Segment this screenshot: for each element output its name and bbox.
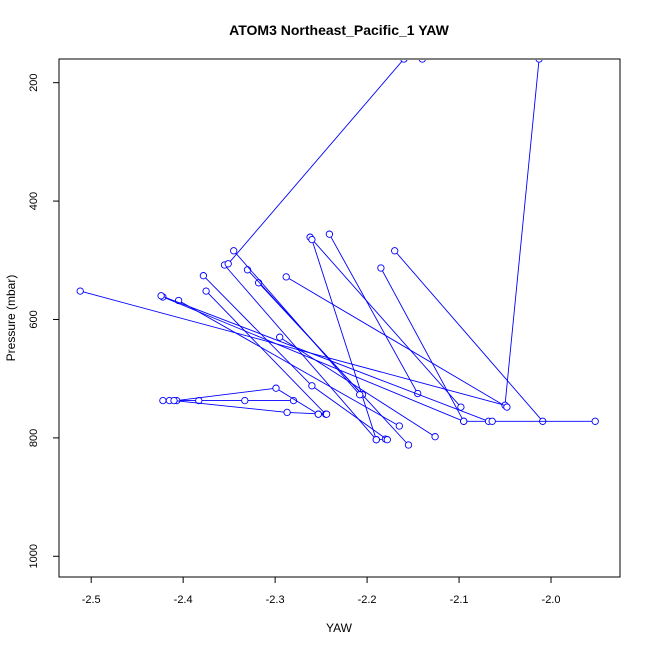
- series-13-point: [224, 260, 232, 268]
- series-17-line: [205, 290, 327, 415]
- series-17-point: [202, 287, 210, 295]
- series-5-point: [457, 403, 465, 411]
- series-13-point: [418, 60, 426, 63]
- series-4-point: [325, 230, 334, 238]
- series-18-point: [308, 382, 316, 390]
- series-19-point: [159, 396, 167, 405]
- series-11-point: [230, 247, 238, 255]
- x-tick-label: -2.5: [82, 594, 101, 606]
- series-2-point: [391, 247, 399, 255]
- series-13-point: [400, 60, 408, 63]
- series-8-line: [279, 336, 436, 438]
- series-20-point: [272, 384, 280, 392]
- series-6-point: [308, 235, 316, 244]
- series-7-point: [503, 403, 511, 411]
- series-10-point: [404, 441, 413, 449]
- x-tick-label: -2.1: [450, 594, 469, 606]
- series-3-point: [377, 264, 385, 272]
- y-tick-label: 800: [28, 429, 40, 447]
- series-15-point: [460, 417, 468, 425]
- series-1-point: [76, 287, 84, 295]
- series-13-line: [227, 60, 404, 265]
- series-5-line: [309, 236, 462, 408]
- series-4-line: [329, 233, 419, 394]
- series-16-point: [157, 292, 165, 300]
- y-tick-label: 1000: [28, 544, 40, 568]
- x-tick-label: -2.3: [266, 594, 285, 606]
- series-19-point: [241, 396, 249, 405]
- x-tick-label: -2.2: [358, 594, 377, 606]
- series-1-point: [535, 60, 543, 63]
- series-21-point: [283, 408, 291, 417]
- y-tick-label: 600: [28, 310, 40, 328]
- x-tick-label: -2.4: [174, 594, 193, 606]
- series-7-point: [282, 273, 290, 281]
- series-21-point: [322, 410, 331, 418]
- series-21-point: [170, 396, 178, 405]
- series-12-point: [372, 436, 380, 444]
- series-14-point: [395, 422, 403, 430]
- series-2-line: [394, 250, 544, 422]
- series-11-point: [356, 391, 364, 399]
- series-8-point: [431, 433, 439, 441]
- series-layer: [76, 60, 599, 449]
- series-18-point: [383, 436, 391, 444]
- series-21-point: [314, 410, 322, 418]
- series-16-point: [488, 417, 496, 425]
- y-tick-label: 200: [28, 74, 40, 92]
- series-9-point: [254, 279, 263, 287]
- x-axis-label: YAW: [326, 621, 353, 635]
- series-18-point: [199, 272, 208, 280]
- x-tick-label: -2.0: [542, 594, 561, 606]
- y-axis-label: Pressure (mbar): [4, 275, 18, 362]
- x-axis: -2.5 -2.4 -2.3 -2.2 -2.1 -2.0: [82, 576, 561, 606]
- series-15-point: [591, 417, 599, 425]
- y-axis: 200 400 600 800 1000: [28, 74, 60, 569]
- y-tick-label: 400: [28, 192, 40, 210]
- series-7-line: [285, 276, 508, 408]
- series-14-line: [178, 300, 400, 427]
- series-8-point: [276, 333, 284, 341]
- series-12-line: [224, 264, 377, 440]
- series-3-line: [380, 267, 465, 422]
- series-11-line: [233, 250, 361, 395]
- chart-title: ATOM3 Northeast_Pacific_1 YAW: [229, 22, 449, 38]
- series-21-line: [173, 400, 327, 415]
